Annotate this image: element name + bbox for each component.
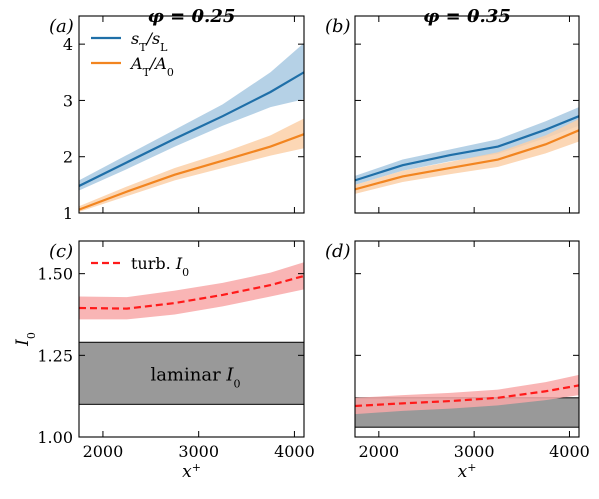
- y-tick-label: 4: [63, 35, 73, 54]
- x-tick-label: 3000: [454, 442, 495, 461]
- plot-frame: [78, 15, 305, 214]
- series-line-1: [355, 129, 579, 191]
- x-tick-label: 4000: [549, 442, 590, 461]
- x-tick-label: 4000: [274, 442, 315, 461]
- legend-label-1: AT/A0: [129, 54, 174, 79]
- legend-label-0: sT/sL: [131, 29, 168, 54]
- laminar-band-label: laminar I0: [150, 364, 240, 390]
- y-tick-label: 1: [63, 204, 73, 223]
- panel-label: (a): [49, 16, 74, 37]
- plot-area: [79, 43, 304, 212]
- series-band-0: [355, 107, 579, 185]
- series-band-0: [79, 43, 304, 191]
- x-tick-label: 2000: [83, 442, 124, 461]
- laminar-band: [79, 341, 304, 405]
- y-tick-label: 2: [63, 148, 73, 167]
- plot-frame: [354, 15, 580, 214]
- x-tick-label: 3000: [178, 442, 219, 461]
- plot-area: [355, 374, 579, 428]
- series-line-0: [355, 115, 579, 182]
- panel-d: 2000 3000 4000 (d) x+: [325, 240, 590, 483]
- plot-area: [355, 107, 579, 194]
- y-tick-label: 3: [63, 91, 73, 110]
- plot-area: [79, 262, 304, 405]
- x-tick-label: 2000: [358, 442, 399, 461]
- plot-frame: [78, 240, 305, 438]
- y-tick-label: 1.50: [37, 265, 73, 284]
- series-line-0: [79, 274, 304, 310]
- panel-label: (b): [325, 16, 351, 37]
- panel-title: φ = 0.35: [423, 6, 511, 27]
- panel-title: φ = 0.25: [148, 6, 236, 27]
- x-axis-label: x+: [458, 461, 477, 483]
- series-band-0: [79, 262, 304, 320]
- series-line-0: [355, 384, 579, 408]
- y-axis-label: I0: [13, 332, 38, 347]
- series-line-0: [79, 71, 304, 187]
- panel-b: (b) φ = 0.35: [325, 6, 580, 214]
- panel-c: 2000 3000 4000 1.00 1.25 1.50 (c) x+ I0 turb. I0 l…: [13, 240, 315, 483]
- series-line-1: [79, 133, 304, 211]
- legend-label-0: turb. I0: [131, 254, 189, 279]
- x-axis-label: x+: [182, 461, 201, 483]
- series-band-0: [355, 374, 579, 415]
- panel-label: (d): [325, 241, 351, 262]
- y-tick-label: 1.00: [37, 428, 73, 447]
- plot-frame: [354, 240, 580, 438]
- panel-label: (c): [49, 241, 73, 262]
- y-tick-label: 1.25: [37, 346, 73, 365]
